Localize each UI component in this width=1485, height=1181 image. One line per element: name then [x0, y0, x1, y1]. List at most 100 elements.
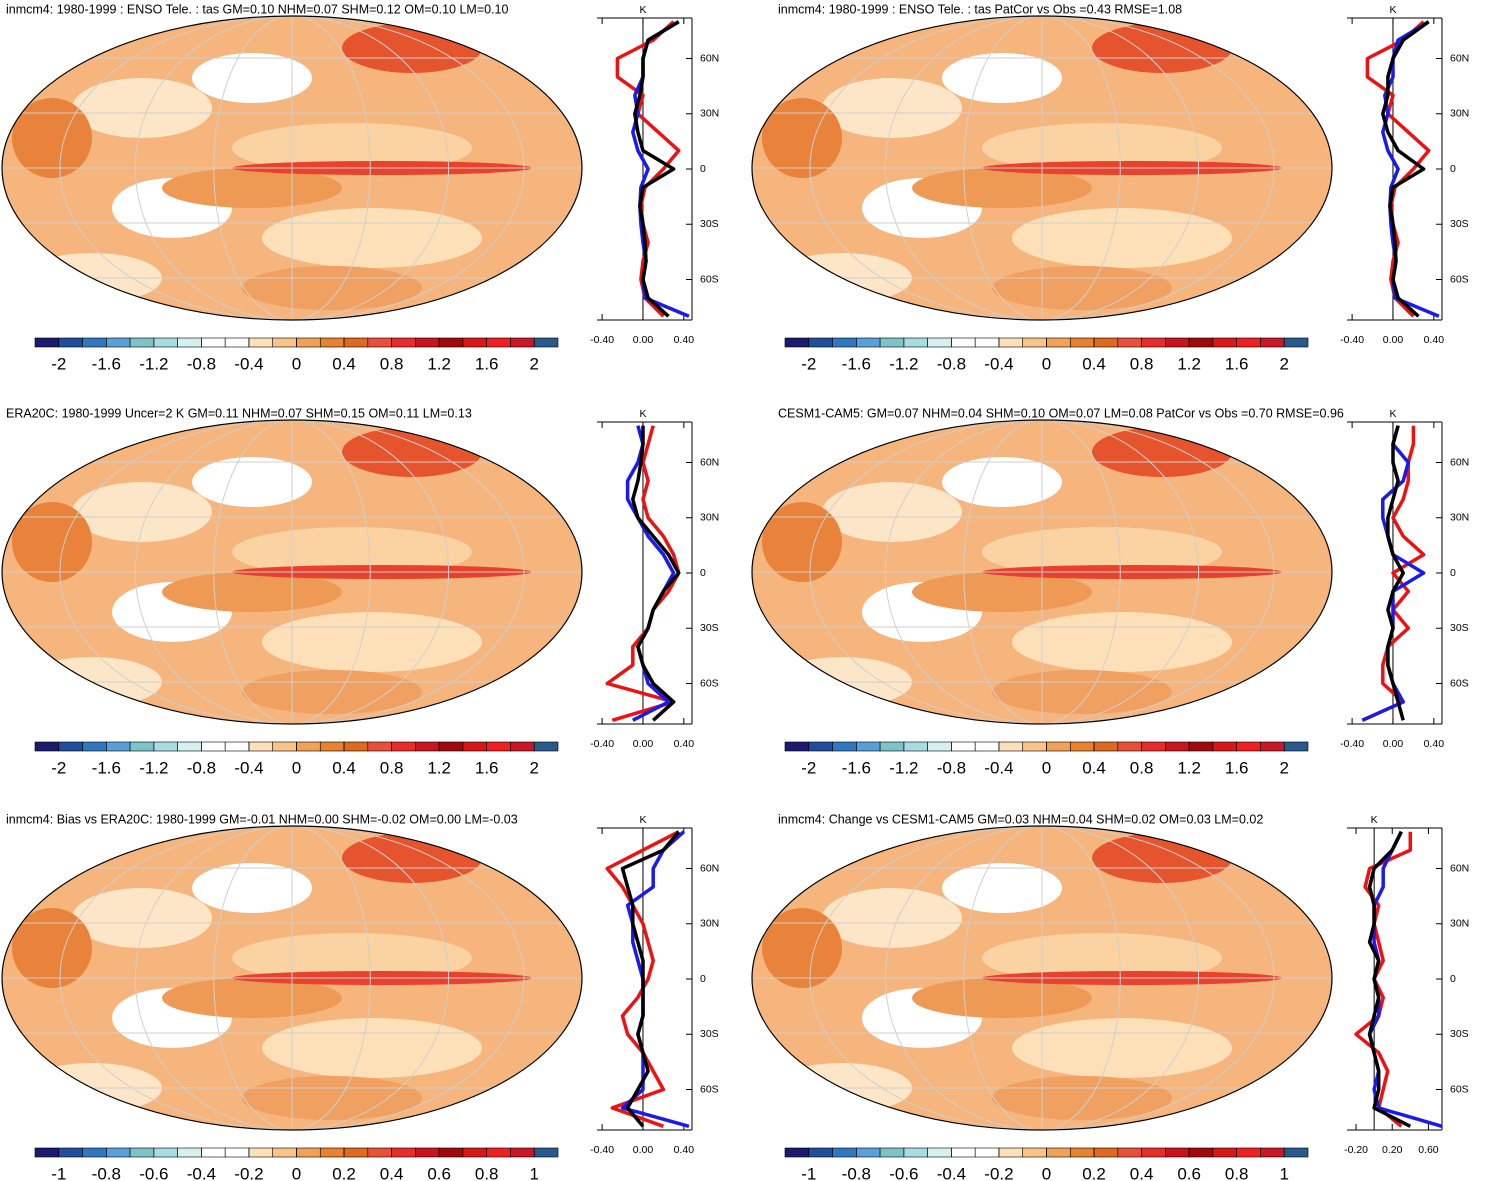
colorbar-box	[1093, 1147, 1119, 1158]
map-outline	[751, 419, 1333, 725]
map-shading	[992, 266, 1172, 310]
x-tick-label: 0.00	[633, 738, 654, 750]
x-tick-label: 0.00	[1383, 334, 1404, 346]
colorbar-box	[224, 741, 250, 752]
colorbar-box	[856, 1147, 881, 1158]
graticule	[213, 420, 371, 724]
y-tick-label: 60N	[1450, 862, 1469, 874]
colorbar-label: -1.6	[92, 354, 121, 373]
colorbar-box	[367, 337, 392, 348]
colorbar-box	[462, 1147, 487, 1158]
colorbar-label: -2	[51, 354, 66, 373]
colorbar-label: -0.8	[92, 1164, 121, 1181]
colorbar-box	[34, 1147, 60, 1158]
colorbar-box	[106, 1147, 131, 1158]
colorbar-box	[1022, 337, 1047, 348]
map-shading	[342, 427, 482, 477]
graticule	[963, 16, 1121, 320]
colorbar-box	[856, 741, 881, 752]
colorbar-box	[248, 337, 274, 348]
zonal-plot: K -0.40 0.00 0.40 60S 30S 0 30N 60N	[1340, 408, 1469, 750]
colorbar-box	[510, 337, 535, 348]
colorbar-box	[951, 1147, 976, 1158]
map-shading	[912, 168, 1092, 208]
colorbar-box	[129, 337, 155, 348]
y-tick-label: 30N	[1450, 512, 1469, 524]
map-shading	[822, 888, 962, 948]
colorbar-box	[486, 741, 511, 752]
colorbar-label: 0	[1042, 1164, 1051, 1181]
colorbar-box	[486, 1147, 511, 1158]
colorbar-label: 0.4	[1082, 354, 1106, 373]
colorbar-box	[58, 741, 83, 752]
colorbar-box	[201, 1147, 226, 1158]
map	[752, 826, 1332, 1130]
map-outline	[1, 825, 583, 1131]
colorbar-label: -2	[801, 354, 816, 373]
colorbar-box	[1141, 337, 1166, 348]
colorbar-label: 0.8	[380, 758, 404, 777]
colorbar-box	[1260, 337, 1285, 348]
colorbar-label: 0.4	[1082, 758, 1106, 777]
map	[2, 420, 582, 724]
map-shading	[192, 53, 312, 103]
y-tick-label: 30S	[1450, 1028, 1469, 1040]
map-shading	[262, 612, 482, 672]
colorbar-box	[998, 741, 1024, 752]
map	[752, 16, 1332, 320]
colorbar-box	[784, 1147, 810, 1158]
map	[752, 420, 1332, 724]
colorbar-box	[224, 1147, 250, 1158]
graticule	[59, 826, 525, 1130]
colorbar-box	[784, 741, 810, 752]
colorbar-box	[1069, 337, 1095, 348]
panel: inmcm4: 1980-1999 : ENSO Tele. : tas Pat…	[751, 2, 1469, 373]
graticule	[213, 826, 371, 1130]
map-shading	[992, 670, 1172, 714]
unit-label: K	[1389, 4, 1396, 16]
colorbar-box	[319, 1147, 345, 1158]
colorbar-label: 2	[1279, 354, 1288, 373]
graticule	[134, 826, 450, 1130]
map-outline	[751, 825, 1333, 1131]
colorbar-label: -1.2	[889, 758, 918, 777]
colorbar-box	[391, 1147, 416, 1158]
colorbar-box	[319, 337, 345, 348]
colorbar-label: 0.8	[380, 354, 404, 373]
colorbar-box	[106, 337, 131, 348]
colorbar-box	[974, 741, 1000, 752]
colorbar-box	[248, 1147, 274, 1158]
map-shading	[1092, 23, 1232, 73]
zonal-line	[1367, 830, 1443, 1128]
colorbar-box	[533, 1147, 559, 1158]
colorbar-box	[319, 741, 345, 752]
colorbar-label: -0.4	[984, 354, 1013, 373]
graticule	[59, 420, 525, 724]
colorbar-box	[974, 337, 1000, 348]
colorbar-box	[1141, 741, 1166, 752]
colorbar-box	[1188, 337, 1214, 348]
colorbar-box	[1117, 337, 1142, 348]
y-tick-label: 60S	[700, 677, 719, 689]
colorbar-label: 1.6	[475, 354, 499, 373]
colorbar-box	[1260, 741, 1285, 752]
colorbar-label: -0.4	[984, 758, 1013, 777]
zonal-plot: K -0.40 0.00 0.40 60S 30S 0 30N 60N	[590, 4, 719, 346]
x-tick-label: 0.00	[633, 1144, 654, 1156]
colorbar-box	[879, 1147, 905, 1158]
colorbar-box	[201, 337, 226, 348]
x-tick-label: 0.20	[1382, 1144, 1403, 1156]
y-tick-label: 60N	[700, 456, 719, 468]
colorbar-label: 0.8	[475, 1164, 499, 1181]
colorbar-label: 0	[292, 354, 301, 373]
y-tick-label: 30N	[1450, 918, 1469, 930]
colorbar-label: 1.2	[427, 758, 451, 777]
colorbar-label: -0.8	[187, 758, 216, 777]
colorbar-label: 0.8	[1225, 1164, 1249, 1181]
colorbar-label: -1	[51, 1164, 66, 1181]
panel: CESM1-CAM5: GM=0.07 NHM=0.04 SHM=0.10 OM…	[751, 406, 1469, 777]
colorbar-label: 1.2	[1177, 758, 1201, 777]
colorbar-box	[296, 1147, 321, 1158]
colorbar-box	[58, 337, 83, 348]
map-shading	[992, 1076, 1172, 1120]
